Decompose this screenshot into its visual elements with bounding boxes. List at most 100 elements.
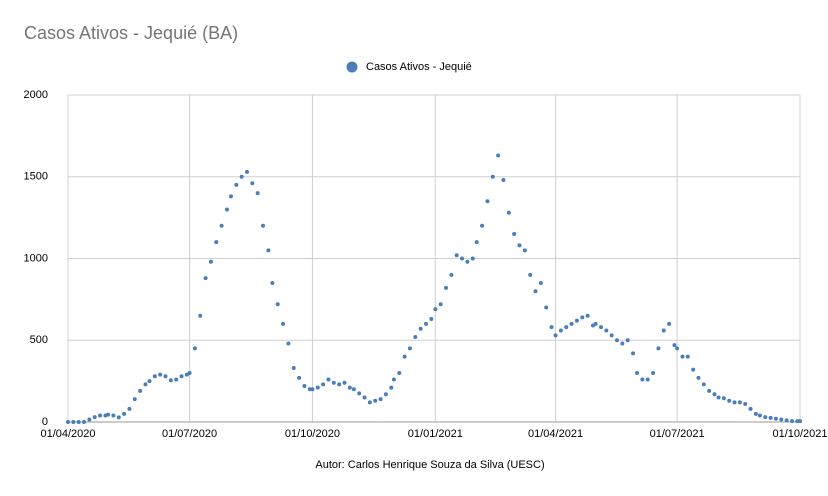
point: [512, 231, 517, 236]
point: [701, 382, 706, 387]
legend-label: Casos Ativos - Jequié: [366, 61, 472, 73]
point: [87, 417, 92, 422]
point: [685, 354, 690, 359]
y-tick-label: 2000: [24, 89, 48, 101]
point: [321, 382, 326, 387]
point: [357, 391, 362, 396]
point: [544, 305, 549, 310]
point: [234, 182, 239, 187]
point: [326, 377, 331, 382]
y-tick-label: 1000: [24, 252, 48, 264]
point: [533, 289, 538, 294]
point: [631, 351, 636, 356]
point: [574, 318, 579, 323]
point: [402, 354, 407, 359]
x-tick-label: 01/04/2020: [40, 428, 95, 440]
point: [337, 382, 342, 387]
point: [158, 372, 163, 377]
point: [712, 392, 717, 397]
point: [391, 377, 396, 382]
point: [593, 321, 598, 326]
point: [407, 346, 412, 351]
point: [347, 385, 352, 390]
point: [152, 374, 157, 379]
point: [444, 285, 449, 290]
point: [397, 370, 402, 375]
point: [423, 321, 428, 326]
point: [143, 382, 148, 387]
point: [784, 418, 789, 423]
point: [127, 406, 132, 411]
point: [270, 281, 275, 286]
point: [620, 341, 625, 346]
point: [429, 316, 434, 321]
point: [480, 223, 485, 228]
x-tick-label: 01/10/2021: [772, 428, 827, 440]
y-tick-label: 0: [42, 416, 48, 428]
point: [138, 388, 143, 393]
point: [707, 388, 712, 393]
point: [538, 281, 543, 286]
point: [454, 253, 459, 258]
point: [106, 412, 111, 417]
point: [798, 419, 802, 424]
point: [773, 416, 778, 421]
point: [691, 367, 696, 372]
point: [743, 402, 748, 407]
point: [449, 272, 454, 277]
point: [147, 379, 152, 384]
point: [92, 415, 97, 420]
point: [585, 313, 590, 318]
point: [501, 178, 506, 183]
point: [413, 334, 418, 339]
point: [490, 174, 495, 179]
footer: Autor: Carlos Henrique Souza da Silva (U…: [315, 459, 544, 471]
point: [383, 392, 388, 397]
point: [66, 420, 70, 424]
y-tick-label: 500: [30, 334, 48, 346]
point: [721, 396, 726, 401]
point: [506, 210, 511, 215]
point: [768, 415, 773, 420]
point: [635, 370, 640, 375]
point: [656, 346, 661, 351]
point: [640, 377, 645, 382]
point: [239, 174, 244, 179]
point: [598, 325, 603, 330]
point: [315, 385, 320, 390]
point: [496, 153, 501, 158]
point: [465, 259, 470, 264]
point: [753, 411, 758, 416]
point: [696, 375, 701, 380]
point: [672, 343, 677, 348]
y-tick-label: 1500: [24, 171, 48, 183]
point: [244, 169, 249, 174]
point: [604, 328, 609, 333]
point: [625, 338, 630, 343]
point: [667, 321, 672, 326]
point: [261, 223, 266, 228]
point: [351, 387, 356, 392]
point: [763, 415, 768, 420]
point: [163, 374, 168, 379]
point: [680, 354, 685, 359]
point: [266, 248, 271, 253]
point: [522, 248, 527, 253]
point: [580, 315, 585, 320]
point: [310, 387, 315, 392]
point: [362, 395, 367, 400]
point: [757, 413, 762, 418]
point: [609, 333, 614, 338]
point: [779, 417, 784, 422]
point: [82, 420, 87, 424]
point: [76, 420, 81, 424]
legend-marker: [346, 61, 358, 73]
point: [727, 398, 732, 403]
point: [219, 223, 224, 228]
point: [645, 377, 650, 382]
x-tick-label: 01/10/2020: [285, 428, 340, 440]
point: [250, 181, 255, 186]
point: [748, 406, 753, 411]
point: [286, 341, 291, 346]
point: [433, 307, 438, 312]
